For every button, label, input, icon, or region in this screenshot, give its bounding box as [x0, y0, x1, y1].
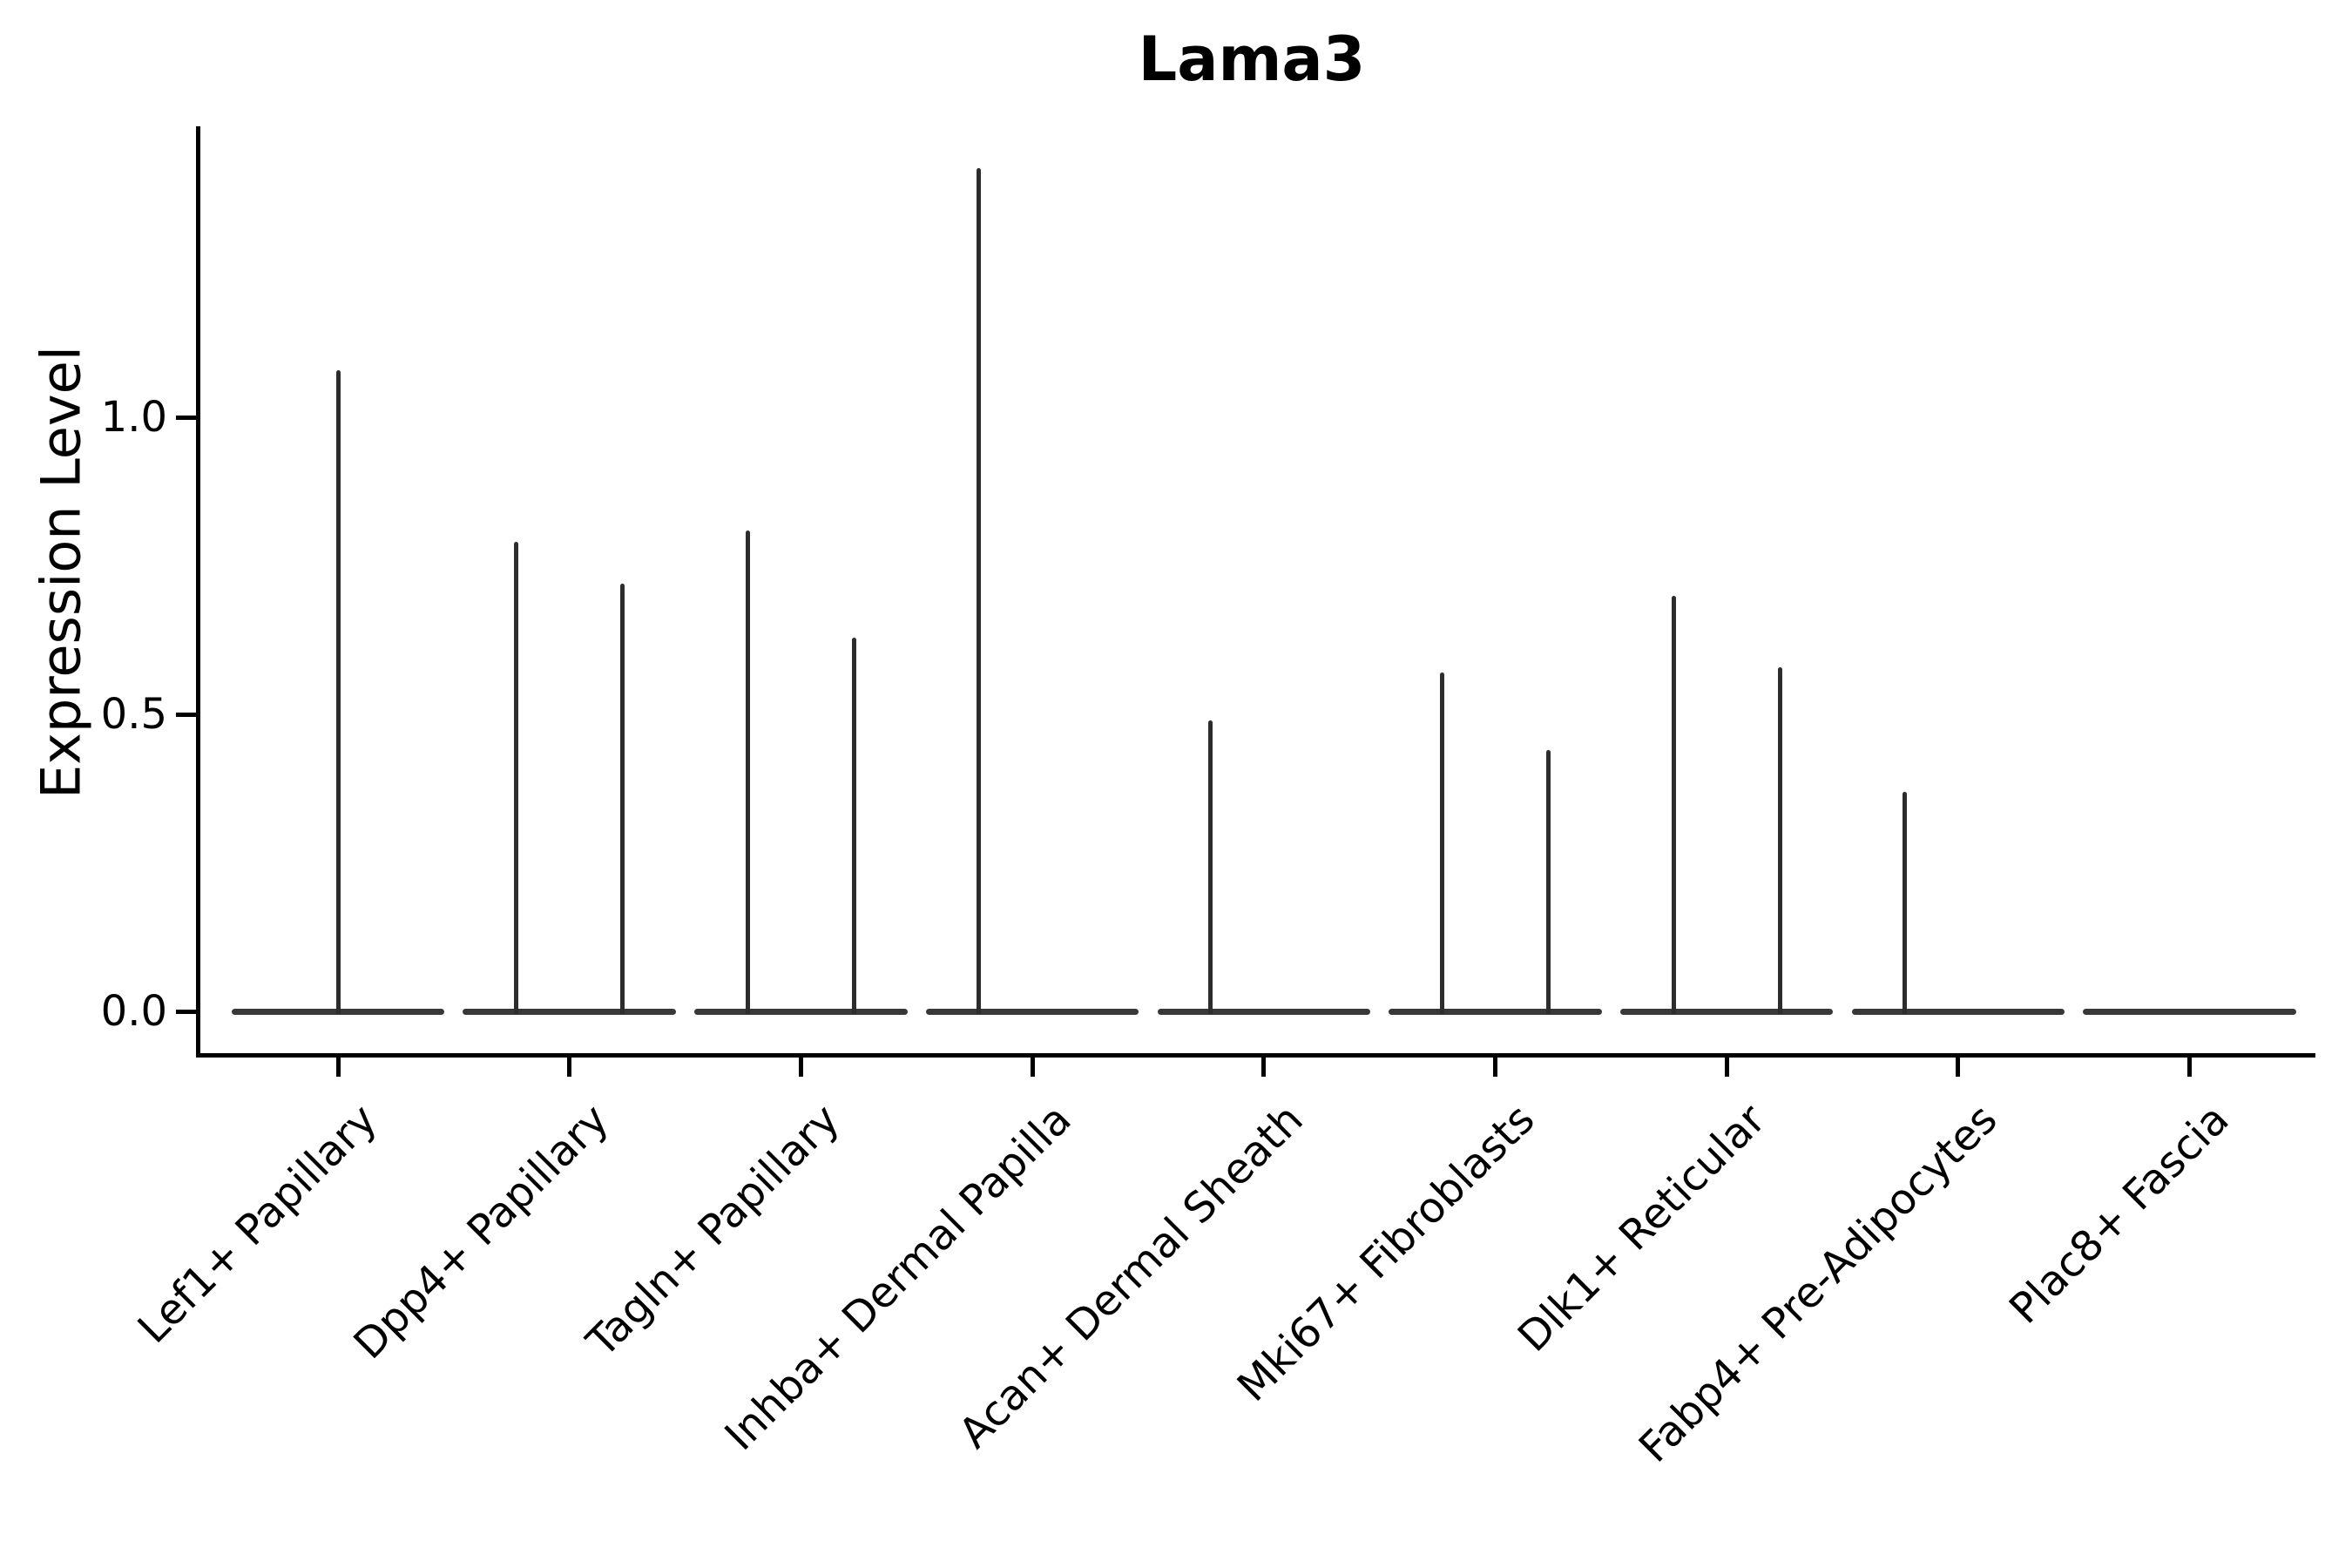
y-axis-spine [196, 126, 200, 1058]
violin-spike [335, 369, 341, 1015]
x-axis-spine [196, 1053, 2315, 1058]
x-tick-mark [798, 1058, 803, 1077]
x-tick-mark [567, 1058, 572, 1077]
violin-spike [852, 637, 856, 1015]
violin-spike [977, 167, 982, 1015]
violin-spike [1208, 720, 1213, 1015]
x-tick-mark [1956, 1058, 1961, 1077]
x-tick-mark [1030, 1058, 1035, 1077]
y-tick-mark [176, 1009, 198, 1014]
x-tick-mark [1493, 1058, 1497, 1077]
violin-base [1851, 1008, 2065, 1015]
chart-title: Lama3 [1138, 24, 1366, 95]
x-tick-label-text: Lef1+ Papillary [128, 1095, 387, 1353]
violin-spike [1903, 791, 1908, 1015]
violin-base [694, 1008, 908, 1015]
x-tick-mark [2187, 1058, 2193, 1077]
y-tick-label: 1.0 [100, 393, 167, 443]
y-tick-label: 0.0 [100, 987, 167, 1037]
x-tick-mark [335, 1058, 341, 1077]
violin-spike [1671, 595, 1676, 1015]
violin-spike [745, 530, 750, 1015]
x-tick-mark [1261, 1058, 1267, 1077]
violin-spike [1439, 672, 1444, 1015]
violin-base [463, 1008, 676, 1015]
violin-base [2083, 1008, 2296, 1015]
violin-spike [1777, 666, 1782, 1015]
x-tick-label-text: Tagln+ Papillary [578, 1095, 849, 1367]
x-tick-label-text: Plac8+ Fascia [1999, 1095, 2239, 1334]
y-tick-mark [176, 712, 198, 717]
violin-base [1157, 1008, 1370, 1015]
violin-base [1619, 1008, 1834, 1015]
violin-base [925, 1008, 1139, 1015]
x-tick-label-text: Dpp4+ Papillary [344, 1095, 618, 1369]
violin-spike [514, 542, 519, 1015]
y-tick-label: 0.5 [100, 690, 167, 740]
y-tick-mark [176, 415, 198, 420]
x-tick-label-text: Dlk1+ Reticular [1509, 1095, 1775, 1362]
violin-spike [1546, 750, 1551, 1015]
x-tick-mark [1724, 1058, 1729, 1077]
violin-spike [620, 584, 625, 1015]
violin-base [1389, 1008, 1602, 1015]
